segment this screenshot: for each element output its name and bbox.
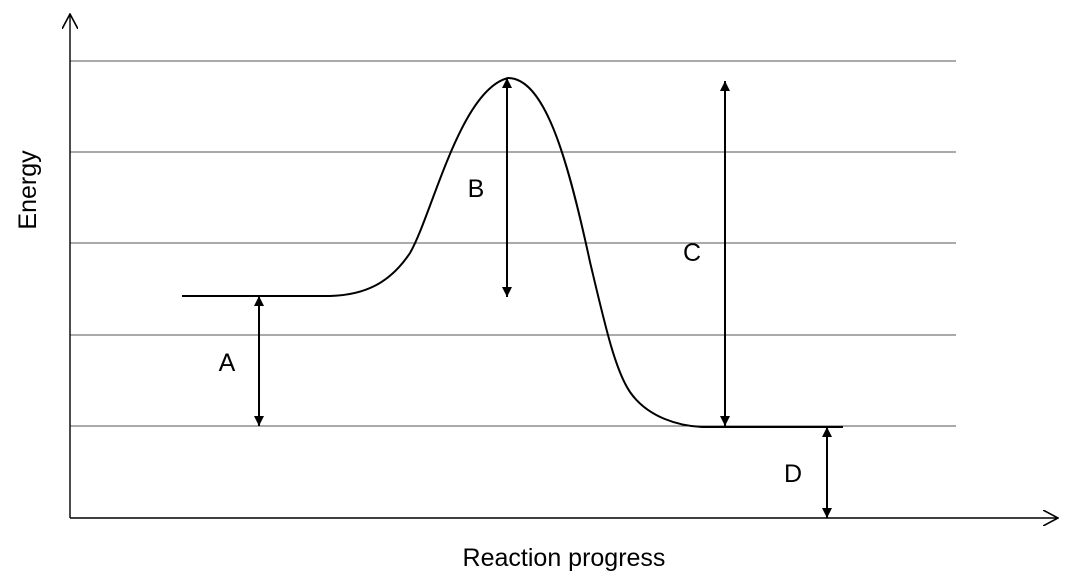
- x-axis-label: Reaction progress: [463, 544, 666, 572]
- label-b: B: [468, 175, 485, 203]
- label-d: D: [784, 460, 802, 488]
- y-axis-label: Energy: [14, 150, 42, 230]
- energy-curve: [182, 76, 843, 428]
- label-c: C: [683, 239, 701, 267]
- gridlines: [70, 60, 956, 427]
- label-a: A: [219, 349, 236, 377]
